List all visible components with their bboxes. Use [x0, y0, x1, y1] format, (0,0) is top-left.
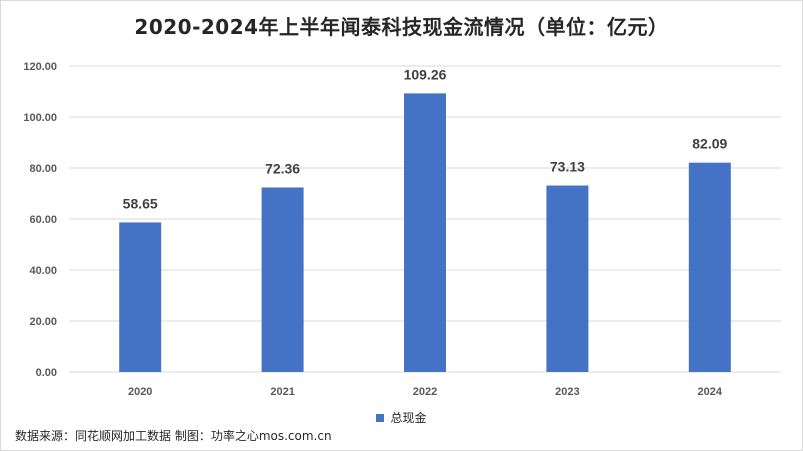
y-tick-label: 80.00 — [29, 163, 57, 175]
bar — [546, 185, 589, 372]
y-tick-label: 100.00 — [23, 112, 57, 124]
y-tick-label: 0.00 — [36, 367, 57, 379]
data-label: 82.09 — [692, 136, 727, 152]
data-label: 109.26 — [404, 66, 447, 82]
bar — [688, 162, 731, 372]
y-tick-label: 20.00 — [29, 316, 57, 328]
bar — [119, 222, 162, 372]
x-tick-label: 2020 — [128, 386, 152, 398]
x-tick-label: 2023 — [555, 386, 579, 398]
bar — [261, 187, 304, 372]
x-tick-label: 2021 — [270, 386, 294, 398]
x-axis-ticks: 2020 2021 2022 2023 2024 — [128, 386, 723, 398]
legend: 总现金 — [1, 409, 802, 426]
data-label: 58.65 — [123, 195, 158, 211]
data-label: 72.36 — [265, 160, 300, 176]
y-tick-label: 60.00 — [29, 214, 57, 226]
data-label: 73.13 — [550, 159, 585, 175]
legend-label: 总现金 — [390, 411, 427, 425]
bar — [404, 93, 446, 373]
bars — [119, 93, 731, 373]
chart-title: 2020-2024年上半年闻泰科技现金流情况（单位：亿元） — [134, 15, 669, 39]
legend-swatch — [376, 413, 385, 422]
source-note: 数据来源：同花顺网加工数据 制图：功率之心mos.com.cn — [15, 429, 332, 443]
x-tick-label: 2024 — [698, 386, 723, 398]
y-tick-label: 40.00 — [29, 265, 57, 277]
y-axis-ticks: 0.00 20.00 40.00 60.00 80.00 100.00 120.00 — [23, 61, 57, 379]
x-tick-label: 2022 — [413, 386, 437, 398]
data-labels: 58.65 72.36 109.26 73.13 82.09 — [123, 66, 728, 211]
y-tick-label: 120.00 — [23, 61, 57, 73]
